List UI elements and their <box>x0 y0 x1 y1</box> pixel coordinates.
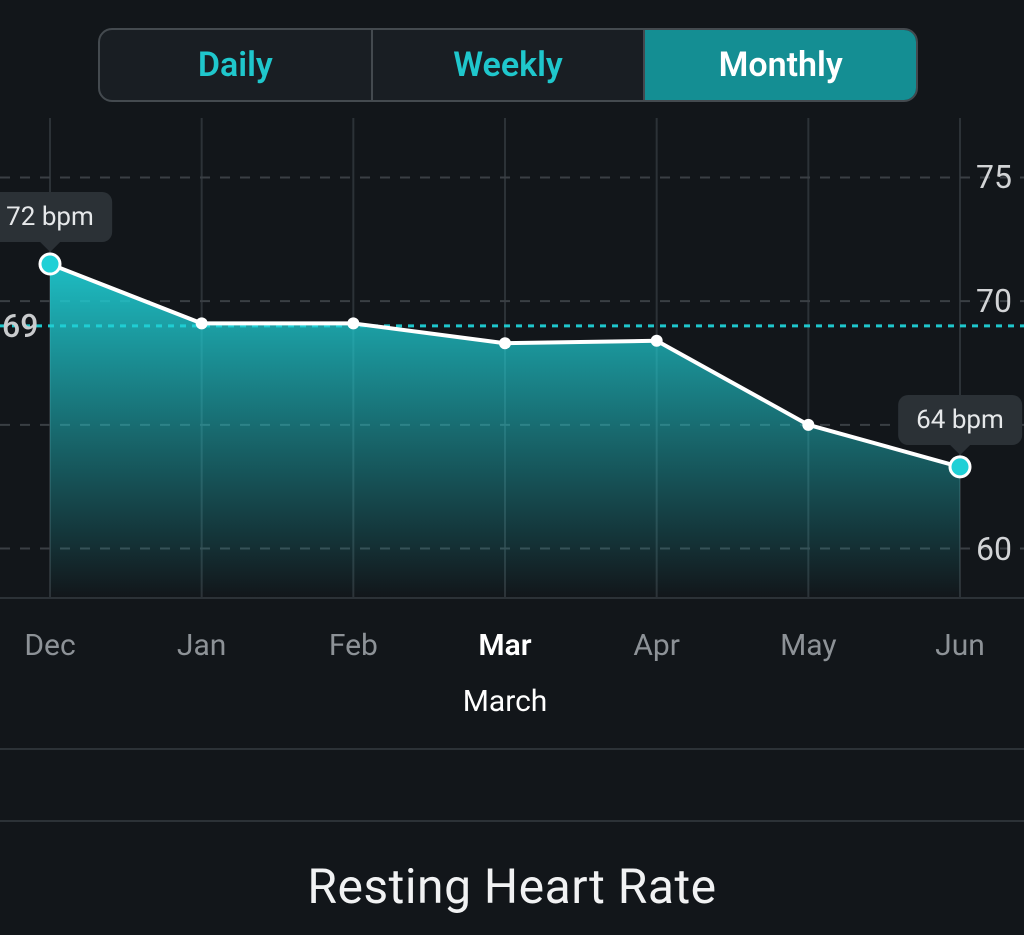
tab-weekly[interactable]: Weekly <box>371 30 644 100</box>
xlabel: Feb <box>329 628 378 663</box>
chart-title: Resting Heart Rate <box>0 858 1024 915</box>
period-tabs: Daily Weekly Monthly <box>98 28 918 102</box>
heart-rate-chart: 75 70 65 60 69 Dec Jan Feb Mar Apr May J… <box>0 118 1024 748</box>
ytick-label: 75 <box>976 158 1012 196</box>
tab-monthly[interactable]: Monthly <box>643 30 916 100</box>
xlabel: Apr <box>633 628 680 663</box>
xlabel: Mar <box>478 628 531 663</box>
xlabel: Jan <box>177 628 226 663</box>
ytick-label: 70 <box>976 282 1012 320</box>
xlabel: Dec <box>24 628 75 663</box>
tab-daily[interactable]: Daily <box>100 30 371 100</box>
data-tooltip-start: 72 bpm <box>0 192 112 242</box>
divider <box>0 748 1024 750</box>
xlabel: Jun <box>935 628 985 663</box>
divider <box>0 820 1024 822</box>
reference-value-label: 69 <box>0 307 38 345</box>
ytick-label: 60 <box>976 530 1012 568</box>
current-month-label: March <box>463 684 548 719</box>
data-tooltip-end: 64 bpm <box>898 395 1022 445</box>
xlabel: May <box>780 628 836 663</box>
